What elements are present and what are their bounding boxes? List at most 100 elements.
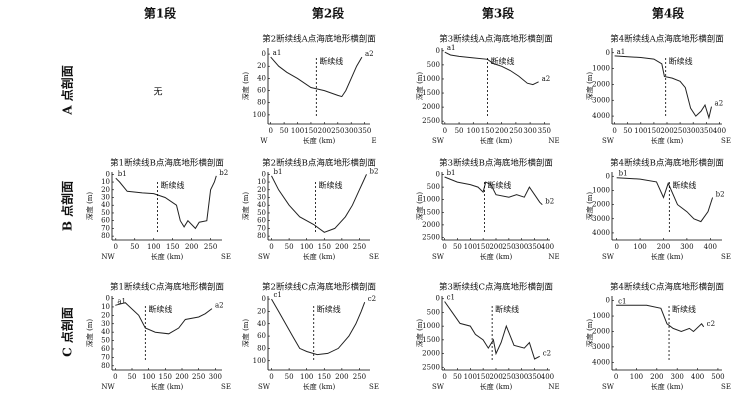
x-axis-label: 长度 (km) <box>651 136 684 145</box>
column-header: 第2段 <box>312 6 345 21</box>
direction-label: SW <box>258 383 271 391</box>
y-tick-label: 1000 <box>422 75 440 83</box>
y-tick-label: 50 <box>257 209 266 217</box>
y-tick-label: 0 <box>106 170 110 178</box>
chart-title: 第4断续线C点海底地形横剖面 <box>610 282 724 293</box>
direction-label: SW <box>258 253 271 261</box>
direction-label: SW <box>432 383 445 391</box>
x-tick-label: 0 <box>612 127 616 135</box>
x-tick-label: 200 <box>495 127 508 135</box>
y-tick-label: 0 <box>606 49 610 57</box>
start-label: a1 <box>117 297 126 305</box>
x-tick-label: 350 <box>358 127 371 135</box>
y-tick-label: 50 <box>101 337 110 345</box>
x-tick-label: 500 <box>711 373 724 381</box>
x-axis-label: 长度 (km) <box>480 382 513 391</box>
annotation: 断续线 <box>161 180 185 190</box>
empty-note: 无 <box>153 87 162 98</box>
y-tick-label: 4000 <box>592 229 610 237</box>
y-axis-label: 深度 (m) <box>415 192 424 221</box>
column-header: 第1段 <box>144 6 177 21</box>
direction-label: SW <box>432 253 445 261</box>
annotation: 断续线 <box>487 180 511 190</box>
x-tick-label: 250 <box>331 127 344 135</box>
row-label: B 点剖面 <box>60 181 75 231</box>
y-tick-label: 50 <box>101 209 110 217</box>
start-label: c1 <box>618 297 626 305</box>
y-tick-label: 1000 <box>592 312 610 320</box>
y-tick-label: 30 <box>101 194 110 202</box>
y-tick-label: 40 <box>257 201 266 209</box>
y-axis-label: 深度 (m) <box>241 192 250 221</box>
start-label: a1 <box>617 48 626 56</box>
direction-label: SE <box>721 253 731 261</box>
end-label: b2 <box>545 198 554 206</box>
x-tick-label: 150 <box>647 127 660 135</box>
y-tick-label: 20 <box>101 186 110 194</box>
profile-line <box>614 55 712 120</box>
x-tick-label: 0 <box>614 373 618 381</box>
annotation: 断续线 <box>148 304 172 314</box>
x-axis-label: 长度 (km) <box>303 252 336 261</box>
x-axis-label: 长度 (km) <box>151 382 184 391</box>
x-tick-label: 0 <box>114 243 118 251</box>
x-tick-label: 0 <box>614 243 618 251</box>
x-tick-label: 50 <box>285 243 294 251</box>
x-tick-label: 300 <box>345 127 358 135</box>
y-tick-label: 1500 <box>422 336 440 344</box>
x-tick-label: 0 <box>269 373 273 381</box>
x-tick-label: 300 <box>687 127 700 135</box>
x-tick-label: 150 <box>481 127 494 135</box>
start-label: c1 <box>274 291 282 299</box>
direction-label: W <box>260 137 268 145</box>
chart-title: 第2断续线B点海底地形横剖面 <box>262 158 376 169</box>
annotation: 断续线 <box>672 304 696 314</box>
chart-title: 第3断续线A点海底地形横剖面 <box>439 34 553 45</box>
x-tick-label: 200 <box>650 373 663 381</box>
x-tick-label: 100 <box>147 243 160 251</box>
direction-label: NE <box>548 253 559 261</box>
y-tick-label: 20 <box>257 62 266 70</box>
direction-label: SE <box>221 253 231 261</box>
direction-label: SW <box>602 253 615 261</box>
x-tick-label: 200 <box>489 243 502 251</box>
direction-label: SW <box>602 383 615 391</box>
x-tick-label: 100 <box>634 127 647 135</box>
y-tick-label: 2000 <box>592 201 610 209</box>
profile-line <box>271 174 367 233</box>
y-tick-label: 60 <box>101 217 110 225</box>
x-tick-label: 50 <box>280 127 289 135</box>
chart-title: 第1断续线C点海底地形横剖面 <box>110 282 224 293</box>
y-tick-label: 100 <box>253 357 266 365</box>
y-tick-label: 1000 <box>592 186 610 194</box>
x-tick-label: 100 <box>300 373 313 381</box>
y-tick-label: 0 <box>262 295 266 303</box>
x-tick-label: 300 <box>515 243 528 251</box>
start-label: a1 <box>273 49 282 57</box>
chart-title: 第2断续线A点海底地形横剖面 <box>262 34 376 45</box>
x-tick-label: 250 <box>353 243 366 251</box>
x-tick-label: 300 <box>515 373 528 381</box>
x-tick-label: 250 <box>502 373 515 381</box>
y-tick-label: 10 <box>257 178 266 186</box>
annotation: 断续线 <box>317 304 341 314</box>
annotation: 断续线 <box>669 56 693 66</box>
x-tick-label: 200 <box>318 127 331 135</box>
x-tick-label: 0 <box>443 127 447 135</box>
x-tick-label: 200 <box>660 127 673 135</box>
x-tick-label: 50 <box>455 127 464 135</box>
start-label: b1 <box>118 170 127 178</box>
end-label: a2 <box>215 302 224 310</box>
x-tick-label: 50 <box>453 243 462 251</box>
profile-line <box>271 298 366 356</box>
chart-title: 第3断续线B点海底地形横剖面 <box>439 158 553 169</box>
x-tick-label: 0 <box>442 373 446 381</box>
x-tick-label: 100 <box>300 243 313 251</box>
row-label: A 点剖面 <box>60 65 75 116</box>
y-axis-label: 深度 (m) <box>241 319 250 348</box>
y-tick-label: 1500 <box>422 208 440 216</box>
x-tick-label: 100 <box>142 373 155 381</box>
x-tick-label: 100 <box>467 127 480 135</box>
y-axis-label: 深度 (m) <box>585 72 594 101</box>
